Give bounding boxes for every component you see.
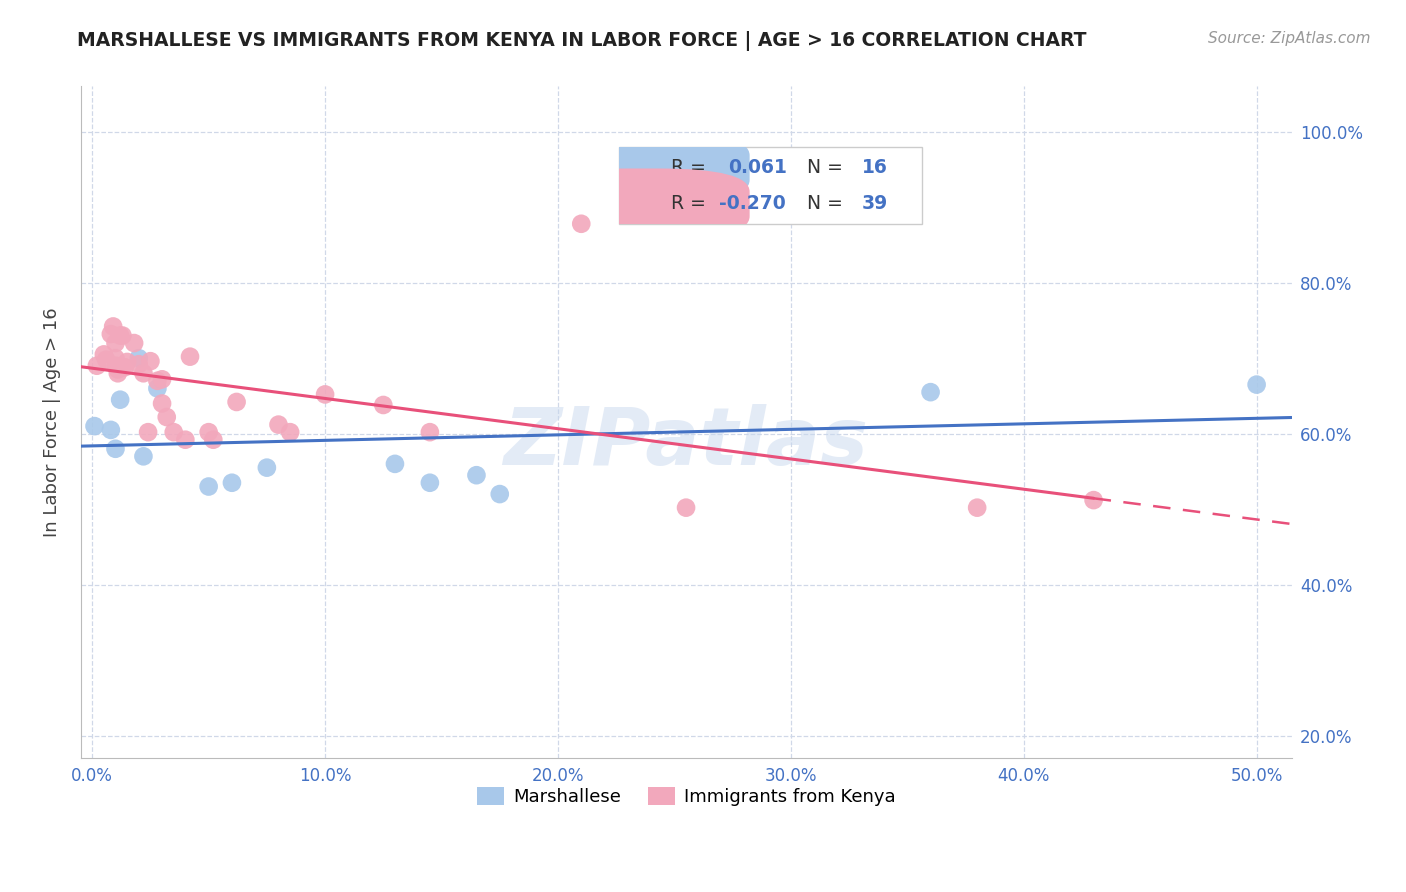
- Point: [139, 354, 162, 368]
- Point: [115, 355, 138, 369]
- Point: [128, 351, 150, 366]
- Point: [465, 468, 488, 483]
- Point: [96, 352, 118, 367]
- Y-axis label: In Labor Force | Age > 16: In Labor Force | Age > 16: [44, 308, 60, 537]
- Point: [1246, 377, 1268, 392]
- Point: [104, 359, 127, 373]
- Point: [419, 425, 441, 439]
- Point: [122, 336, 145, 351]
- Point: [114, 360, 136, 375]
- Point: [104, 351, 127, 366]
- Point: [150, 372, 173, 386]
- Point: [104, 442, 127, 456]
- Point: [1083, 493, 1105, 508]
- Point: [150, 396, 173, 410]
- Point: [104, 336, 127, 351]
- Point: [488, 487, 510, 501]
- Point: [314, 387, 336, 401]
- Text: ZIPatlas: ZIPatlas: [503, 403, 869, 482]
- Point: [156, 410, 179, 425]
- Point: [132, 366, 155, 380]
- Point: [197, 425, 219, 439]
- Point: [101, 319, 124, 334]
- Text: Source: ZipAtlas.com: Source: ZipAtlas.com: [1208, 31, 1371, 46]
- Point: [111, 328, 134, 343]
- Point: [256, 460, 278, 475]
- Point: [107, 366, 129, 380]
- Point: [163, 425, 186, 439]
- Point: [221, 475, 243, 490]
- Point: [132, 450, 155, 464]
- Point: [179, 350, 201, 364]
- Text: MARSHALLESE VS IMMIGRANTS FROM KENYA IN LABOR FORCE | AGE > 16 CORRELATION CHART: MARSHALLESE VS IMMIGRANTS FROM KENYA IN …: [77, 31, 1087, 51]
- Point: [202, 433, 225, 447]
- Point: [384, 457, 406, 471]
- Point: [146, 381, 169, 395]
- Point: [108, 328, 131, 343]
- Point: [100, 326, 122, 341]
- Point: [966, 500, 988, 515]
- Point: [86, 359, 108, 373]
- Point: [569, 217, 592, 231]
- Point: [419, 475, 441, 490]
- Point: [136, 425, 159, 439]
- Point: [108, 392, 131, 407]
- Point: [197, 479, 219, 493]
- Point: [373, 398, 395, 412]
- Point: [278, 425, 301, 439]
- Point: [83, 419, 105, 434]
- Point: [675, 500, 697, 515]
- Point: [225, 395, 247, 409]
- Point: [93, 347, 115, 361]
- Point: [146, 374, 169, 388]
- Point: [107, 362, 129, 376]
- Point: [174, 433, 197, 447]
- Point: [920, 385, 942, 400]
- Legend: Marshallese, Immigrants from Kenya: Marshallese, Immigrants from Kenya: [470, 780, 903, 814]
- Point: [128, 357, 150, 371]
- Point: [267, 417, 290, 432]
- Point: [100, 423, 122, 437]
